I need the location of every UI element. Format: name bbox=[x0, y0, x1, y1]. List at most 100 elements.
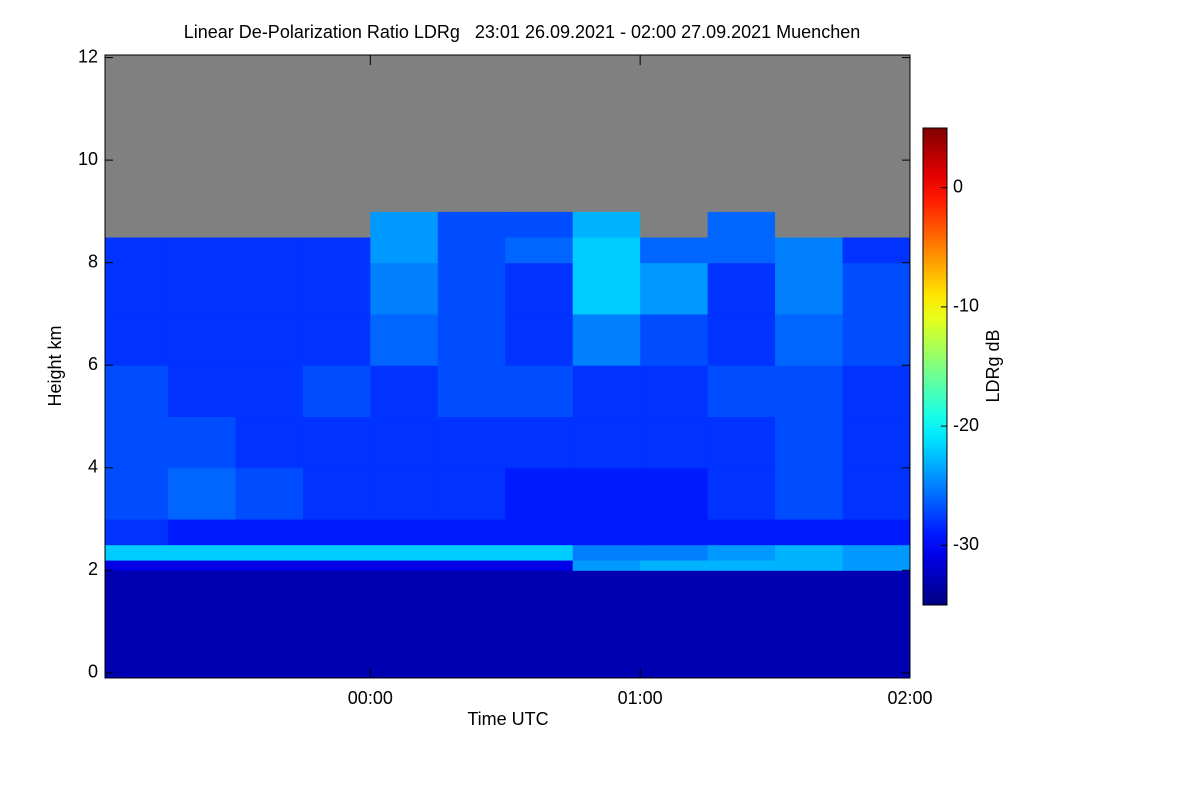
plot-frame bbox=[104, 54, 911, 679]
heatmap-cell bbox=[505, 416, 574, 469]
heatmap-cell bbox=[370, 416, 439, 469]
heatmap-cell bbox=[707, 237, 776, 264]
heatmap-cell bbox=[437, 55, 506, 212]
heatmap-cell bbox=[505, 55, 574, 212]
heatmap-cell bbox=[105, 560, 169, 571]
heatmap-cell bbox=[437, 544, 506, 561]
heatmap-cell bbox=[370, 365, 439, 417]
heatmap-cell bbox=[370, 313, 439, 366]
heatmap-cell bbox=[572, 519, 641, 546]
heatmap-cell bbox=[505, 560, 574, 571]
heatmap-cell bbox=[302, 467, 371, 520]
heatmap-cell bbox=[842, 262, 911, 315]
heatmap-cell bbox=[775, 237, 844, 264]
heatmap-cell bbox=[167, 570, 236, 679]
heatmap-cell bbox=[302, 313, 371, 366]
heatmap-cell bbox=[437, 237, 506, 264]
heatmap-cell bbox=[437, 416, 506, 469]
heatmap-cell bbox=[842, 570, 911, 679]
heatmap-cell bbox=[842, 544, 911, 561]
heatmap-cell bbox=[640, 237, 709, 264]
heatmap-cell bbox=[640, 211, 709, 238]
y-tick-label: 10 bbox=[78, 149, 98, 169]
heatmap-cell bbox=[437, 570, 506, 679]
heatmap-cell bbox=[167, 467, 236, 520]
heatmap-cell bbox=[707, 544, 776, 561]
heatmap-cell bbox=[437, 313, 506, 366]
y-tick-label: 12 bbox=[78, 46, 98, 66]
heatmap-cell bbox=[105, 237, 169, 264]
heatmap-cell bbox=[640, 544, 709, 561]
heatmap-cell bbox=[640, 570, 709, 679]
heatmap-cell bbox=[505, 237, 574, 264]
heatmap-cell bbox=[572, 55, 641, 212]
heatmap-cell bbox=[775, 211, 844, 238]
heatmap-cell bbox=[370, 570, 439, 679]
heatmap-cell bbox=[707, 365, 776, 417]
heatmap-cell bbox=[167, 237, 236, 264]
heatmap-cell bbox=[302, 570, 371, 679]
heatmap-cell bbox=[167, 519, 236, 546]
heatmap-cell bbox=[572, 560, 641, 571]
heatmap-cell bbox=[707, 416, 776, 469]
heatmap-cell bbox=[105, 365, 169, 417]
heatmap-cell bbox=[842, 416, 911, 469]
heatmap-cell bbox=[370, 467, 439, 520]
heatmap-cell bbox=[505, 570, 574, 679]
heatmap-cell bbox=[302, 544, 371, 561]
heatmap-cell bbox=[707, 560, 776, 571]
heatmap-cell bbox=[235, 519, 304, 546]
colorbar-tick-label: 0 bbox=[953, 176, 963, 196]
heatmap-cell bbox=[505, 262, 574, 315]
heatmap-cell bbox=[370, 262, 439, 315]
heatmap-cell bbox=[775, 262, 844, 315]
heatmap-cell bbox=[572, 313, 641, 366]
heatmap-cell bbox=[572, 365, 641, 417]
heatmap-cell bbox=[775, 416, 844, 469]
heatmap-cell bbox=[437, 211, 506, 238]
x-tick-label: 00:00 bbox=[348, 688, 393, 708]
heatmap-cell bbox=[302, 262, 371, 315]
heatmap-cell bbox=[572, 544, 641, 561]
heatmap-cell bbox=[572, 211, 641, 238]
heatmap-cell bbox=[640, 560, 709, 571]
heatmap-cell bbox=[775, 313, 844, 366]
heatmap-cell bbox=[572, 467, 641, 520]
heatmap-cell bbox=[235, 55, 304, 212]
heatmap-cell bbox=[505, 544, 574, 561]
heatmap-cell bbox=[842, 211, 911, 238]
heatmap-cell bbox=[302, 416, 371, 469]
heatmap-cell bbox=[105, 467, 169, 520]
heatmap-cell bbox=[640, 313, 709, 366]
heatmap-cell bbox=[167, 416, 236, 469]
heatmap-cell bbox=[302, 365, 371, 417]
heatmap-cell bbox=[572, 570, 641, 679]
heatmap-cell bbox=[572, 262, 641, 315]
colorbar-label: LDRg dB bbox=[983, 329, 1003, 402]
heatmap-cell bbox=[302, 519, 371, 546]
heatmap-cell bbox=[505, 211, 574, 238]
heatmap-cell bbox=[167, 55, 236, 212]
heatmap-cell bbox=[640, 365, 709, 417]
heatmap-cell bbox=[505, 313, 574, 366]
heatmap-cell bbox=[105, 55, 169, 212]
colorbar-tick-label: -30 bbox=[953, 534, 979, 554]
heatmap-cell bbox=[842, 560, 911, 571]
heatmap-cell bbox=[707, 519, 776, 546]
colorbar-tick-label: -10 bbox=[953, 296, 979, 316]
heatmap-cell bbox=[105, 416, 169, 469]
heatmap-cell bbox=[370, 55, 439, 212]
heatmap-cell bbox=[105, 211, 169, 238]
x-tick-label: 01:00 bbox=[618, 688, 663, 708]
heatmap-cell bbox=[640, 55, 709, 212]
heatmap-cell bbox=[235, 365, 304, 417]
heatmap-cell bbox=[302, 211, 371, 238]
heatmap-cell bbox=[105, 570, 169, 679]
y-tick-label: 4 bbox=[88, 457, 98, 477]
y-tick-label: 6 bbox=[88, 354, 98, 374]
heatmap-cell bbox=[437, 262, 506, 315]
heatmap-cell bbox=[707, 313, 776, 366]
heatmap-cell bbox=[707, 467, 776, 520]
x-axis-label: Time UTC bbox=[467, 709, 548, 729]
